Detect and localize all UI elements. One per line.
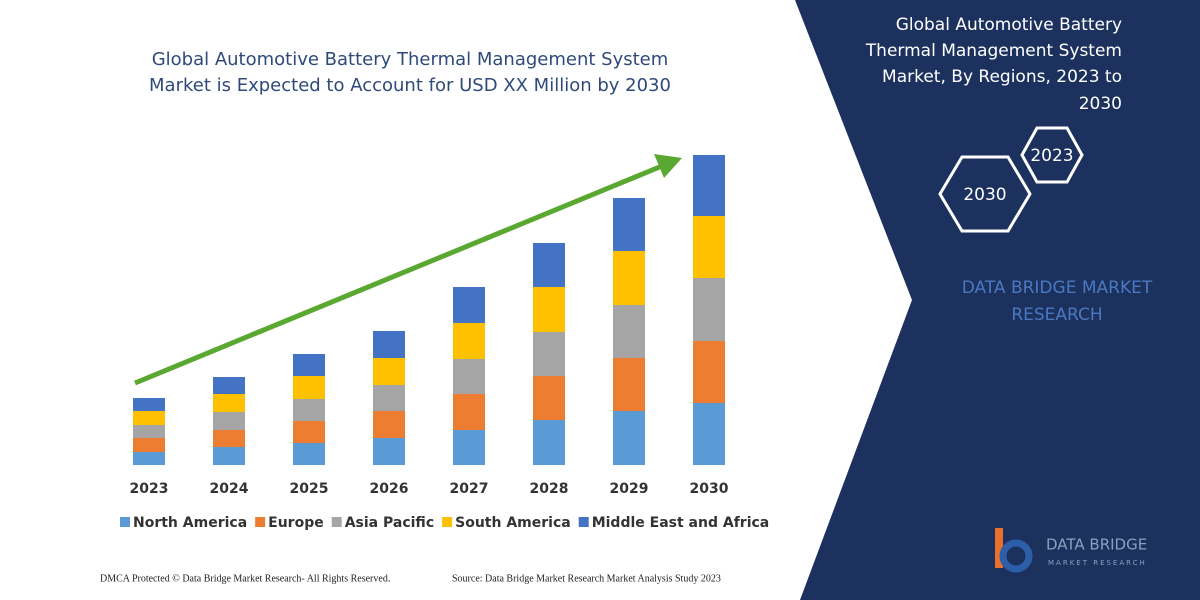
bar-segment [373, 331, 405, 358]
bar-segment [613, 305, 645, 358]
bar-segment [533, 287, 565, 332]
logo-shape [999, 539, 1033, 573]
footer-text: Source: Data Bridge Market Research Mark… [452, 573, 721, 584]
x-tick-label: 2028 [530, 481, 569, 497]
bar-segment [533, 332, 565, 376]
logo-shape [995, 528, 1003, 568]
bar-segment [133, 411, 165, 425]
bar-segment [453, 430, 485, 465]
bar-segment [133, 438, 165, 452]
chart-title-line: Market is Expected to Account for USD XX… [149, 75, 671, 96]
bar-segment [533, 420, 565, 465]
bar-segment [213, 430, 245, 447]
hexagon [1020, 126, 1084, 184]
bar-segment [373, 438, 405, 465]
footer-text: DMCA Protected © Data Bridge Market Rese… [100, 573, 390, 584]
bar-segment [133, 425, 165, 438]
bar-segment [373, 385, 405, 411]
panel-title-line: 2030 [1079, 94, 1122, 114]
bar-segment [533, 376, 565, 420]
bar-segment [693, 155, 725, 216]
legend-swatch [578, 517, 589, 527]
bar-segment [453, 287, 485, 323]
bar-segment [293, 399, 325, 421]
bar-segment [693, 216, 725, 278]
legend-swatch [442, 517, 453, 527]
bar-segment [293, 443, 325, 465]
bar-segment [293, 376, 325, 399]
brand-text: RESEARCH [1011, 305, 1102, 325]
bar-segment [693, 403, 725, 465]
panel-title-line: Market, By Regions, 2023 to [882, 67, 1122, 87]
bar-segment [213, 412, 245, 430]
x-tick-label: 2027 [450, 481, 489, 497]
legend-label: Europe [268, 515, 324, 531]
chart-title: Global Automotive Battery Thermal Manage… [149, 49, 671, 96]
bar-segment [133, 452, 165, 465]
brand-text: DATA BRIDGE MARKET [962, 278, 1153, 298]
bar-segment [373, 411, 405, 438]
bar-segment [693, 278, 725, 341]
legend-label: Middle East and Africa [592, 515, 770, 531]
panel-title-line: Global Automotive Battery [896, 15, 1122, 35]
bar-segment [613, 198, 645, 251]
bar-segment [613, 251, 645, 305]
logo-text: DATA BRIDGE [1046, 536, 1147, 554]
arrow-head [654, 154, 682, 178]
bar-segment [373, 358, 405, 385]
chart-title-line: Global Automotive Battery Thermal Manage… [152, 49, 669, 70]
panel-title: Global Automotive Battery Thermal Manage… [865, 15, 1122, 114]
x-tick-label: 2024 [210, 481, 249, 497]
bar-segment [213, 377, 245, 394]
x-tick-label: 2026 [370, 481, 409, 497]
bar-segment [453, 359, 485, 394]
bar-segment [613, 411, 645, 465]
hexagon [938, 155, 1032, 233]
bar-segment [133, 398, 165, 411]
bar-segment [293, 354, 325, 376]
side-panel [795, 0, 1200, 600]
legend-label: South America [455, 515, 571, 531]
x-tick-label: 2030 [690, 481, 729, 497]
bar-segment [613, 358, 645, 411]
bar-segment [453, 394, 485, 430]
legend-label: Asia Pacific [345, 515, 434, 531]
legend-label: North America [133, 515, 247, 531]
bar-segment [693, 341, 725, 403]
arrow-line [134, 163, 663, 386]
bar-segment [293, 421, 325, 443]
logo-text: MARKET RESEARCH [1048, 559, 1147, 567]
legend-swatch [255, 517, 266, 527]
bar-segment [453, 323, 485, 359]
x-tick-label: 2023 [130, 481, 169, 497]
logo: DATA BRIDGE MARKET RESEARCH [995, 528, 1147, 573]
bar-segment [213, 447, 245, 465]
trend-arrow [134, 154, 682, 386]
legend: North America Europe Asia Pacific South Ame… [120, 515, 769, 531]
legend-swatch [120, 517, 130, 527]
x-tick-label: 2029 [610, 481, 649, 497]
plot: 2023 2024 2025 2026 2027 2028 2029 2030 [130, 155, 729, 497]
panel-title-line: Thermal Management System [865, 41, 1122, 61]
hexagon-label: 2030 [963, 185, 1006, 205]
bar-segment [533, 243, 565, 287]
legend-swatch [331, 517, 342, 527]
x-tick-label: 2025 [290, 481, 329, 497]
bar-segment [213, 394, 245, 412]
hexagon-label: 2023 [1030, 146, 1073, 166]
